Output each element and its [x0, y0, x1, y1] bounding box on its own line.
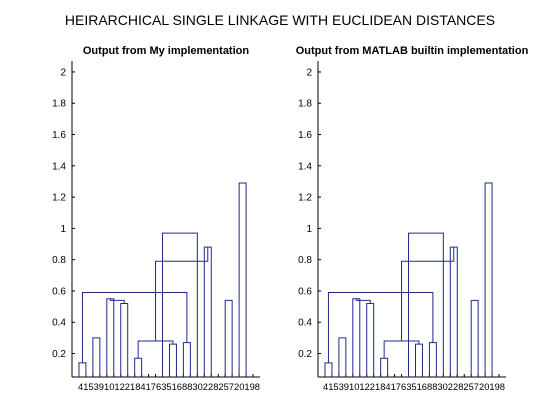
y-tick-label: 0.4 — [52, 318, 66, 329]
leaf-labels-my-implementation: 41539101221841763516883022825720198 — [78, 382, 260, 393]
dendrogram-link — [338, 337, 347, 377]
dendrogram-link — [352, 298, 361, 377]
dendrogram-link — [155, 247, 209, 342]
dendrogram-link — [324, 362, 333, 377]
y-tick-label: 1.6 — [298, 130, 312, 141]
y-tick-label: 1 — [60, 224, 66, 235]
dendrogram-link — [109, 298, 125, 304]
y-tick-label: 1.4 — [52, 161, 66, 172]
dendrogram-link — [380, 357, 389, 377]
y-tick-label: 1.4 — [298, 161, 312, 172]
y-tick-label: 1.8 — [52, 99, 66, 110]
dendrogram-link — [238, 182, 247, 377]
y-tick-label: 1.2 — [52, 193, 66, 204]
y-tick-label: 0.6 — [298, 286, 312, 297]
panel-title-matlab-builtin: Output from MATLAB builtin implementatio… — [296, 45, 529, 57]
dendrogram-panel-my-implementation: Output from My implementation 4153910122… — [52, 45, 260, 393]
y-tick-label: 0.8 — [52, 255, 66, 266]
leaf-labels-matlab-builtin: 41539101221841763516883022825720198 — [323, 382, 505, 393]
dendrogram-link — [383, 340, 420, 359]
dendrogram-link — [182, 342, 191, 377]
dendrogram-link — [428, 342, 437, 377]
dendrogram-link — [162, 232, 198, 377]
dendrogram-link — [224, 299, 233, 377]
y-tick-label: 0.4 — [298, 318, 312, 329]
y-tick-label: 1.6 — [52, 130, 66, 141]
dendrogram-link — [449, 246, 458, 377]
y-tick-label: 1.2 — [298, 193, 312, 204]
y-tick-label: 0.8 — [298, 255, 312, 266]
dendrogram-link — [81, 292, 188, 363]
dendrogram-link — [366, 302, 375, 377]
y-tick-label: 0.6 — [52, 286, 66, 297]
dendrogram-link — [408, 232, 444, 377]
dendrogram-link — [134, 357, 143, 377]
dendrogram-link — [203, 246, 212, 377]
dendrogram-panel-matlab-builtin: Output from MATLAB builtin implementatio… — [296, 45, 529, 393]
y-tick-label: 1.8 — [298, 99, 312, 110]
dendrogram-link — [355, 298, 371, 304]
dendrogram-link — [92, 337, 101, 377]
dendrogram-link — [401, 247, 455, 342]
y-tick-label: 2 — [60, 67, 66, 78]
dendrogram-link — [137, 340, 174, 359]
y-tick-label: 2 — [306, 67, 312, 78]
dendrogram-link — [106, 298, 115, 377]
dendrogram-link — [168, 343, 177, 377]
y-tick-label: 0.2 — [298, 349, 312, 360]
y-tick-label: 0.2 — [52, 349, 66, 360]
dendrogram-link — [327, 292, 434, 363]
dendrogram-link — [120, 302, 129, 377]
dendrogram-link — [470, 299, 479, 377]
dendrogram-link — [484, 182, 493, 377]
y-tick-label: 1 — [306, 224, 312, 235]
dendrogram-link — [78, 362, 87, 377]
figure-suptitle: HEIRARCHICAL SINGLE LINKAGE WITH EUCLIDE… — [65, 12, 495, 28]
dendrogram-link — [414, 343, 423, 377]
panel-title-my-implementation: Output from My implementation — [83, 45, 250, 57]
